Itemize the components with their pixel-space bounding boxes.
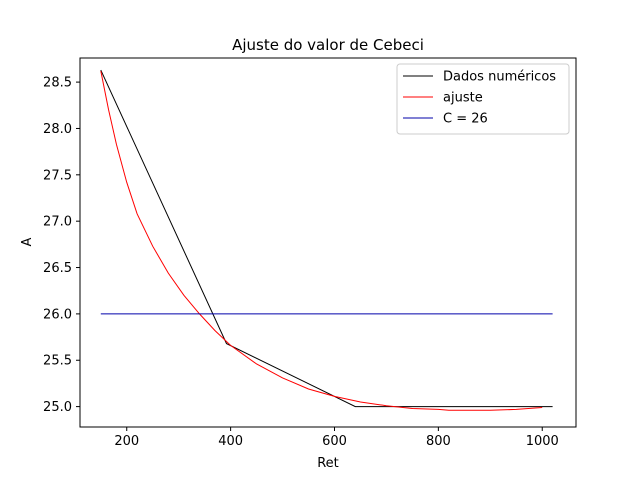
series-line-2 — [100, 70, 543, 411]
y-tick-label: 28.5 — [43, 76, 72, 91]
x-tick-label: 600 — [322, 434, 347, 449]
legend-entry-2: ajuste — [443, 91, 483, 106]
y-tick-label: 26.0 — [43, 307, 72, 322]
legend-entry-1: Dados numéricos — [443, 70, 556, 85]
x-axis-label: Ret — [317, 456, 339, 471]
y-tick-label: 25.5 — [43, 354, 72, 369]
x-tick-label: 1000 — [526, 434, 559, 449]
x-tick-label: 200 — [114, 434, 139, 449]
legend-entry-3: C = 26 — [443, 112, 488, 127]
legend: Dados numéricos ajuste C = 26 — [396, 63, 570, 135]
plot-area: 200 400 600 800 1000 25.0 25.5 26.0 26.5 27.0 27.5… — [43, 69, 559, 449]
x-tick-label: 800 — [426, 434, 451, 449]
y-tick-label: 27.5 — [43, 168, 72, 183]
y-tick-label: 26.5 — [43, 261, 72, 276]
legend-box — [396, 63, 570, 135]
series-line-1 — [100, 69, 553, 408]
axes-frame — [79, 57, 577, 428]
y-tick-label: 27.0 — [43, 215, 72, 230]
y-tick-label: 28.0 — [43, 122, 72, 137]
y-axis-label: A — [20, 237, 35, 246]
x-tick-label: 400 — [218, 434, 243, 449]
y-tick-label: 25.0 — [43, 400, 72, 415]
chart-title: Ajuste do valor de Cebeci — [232, 36, 424, 54]
